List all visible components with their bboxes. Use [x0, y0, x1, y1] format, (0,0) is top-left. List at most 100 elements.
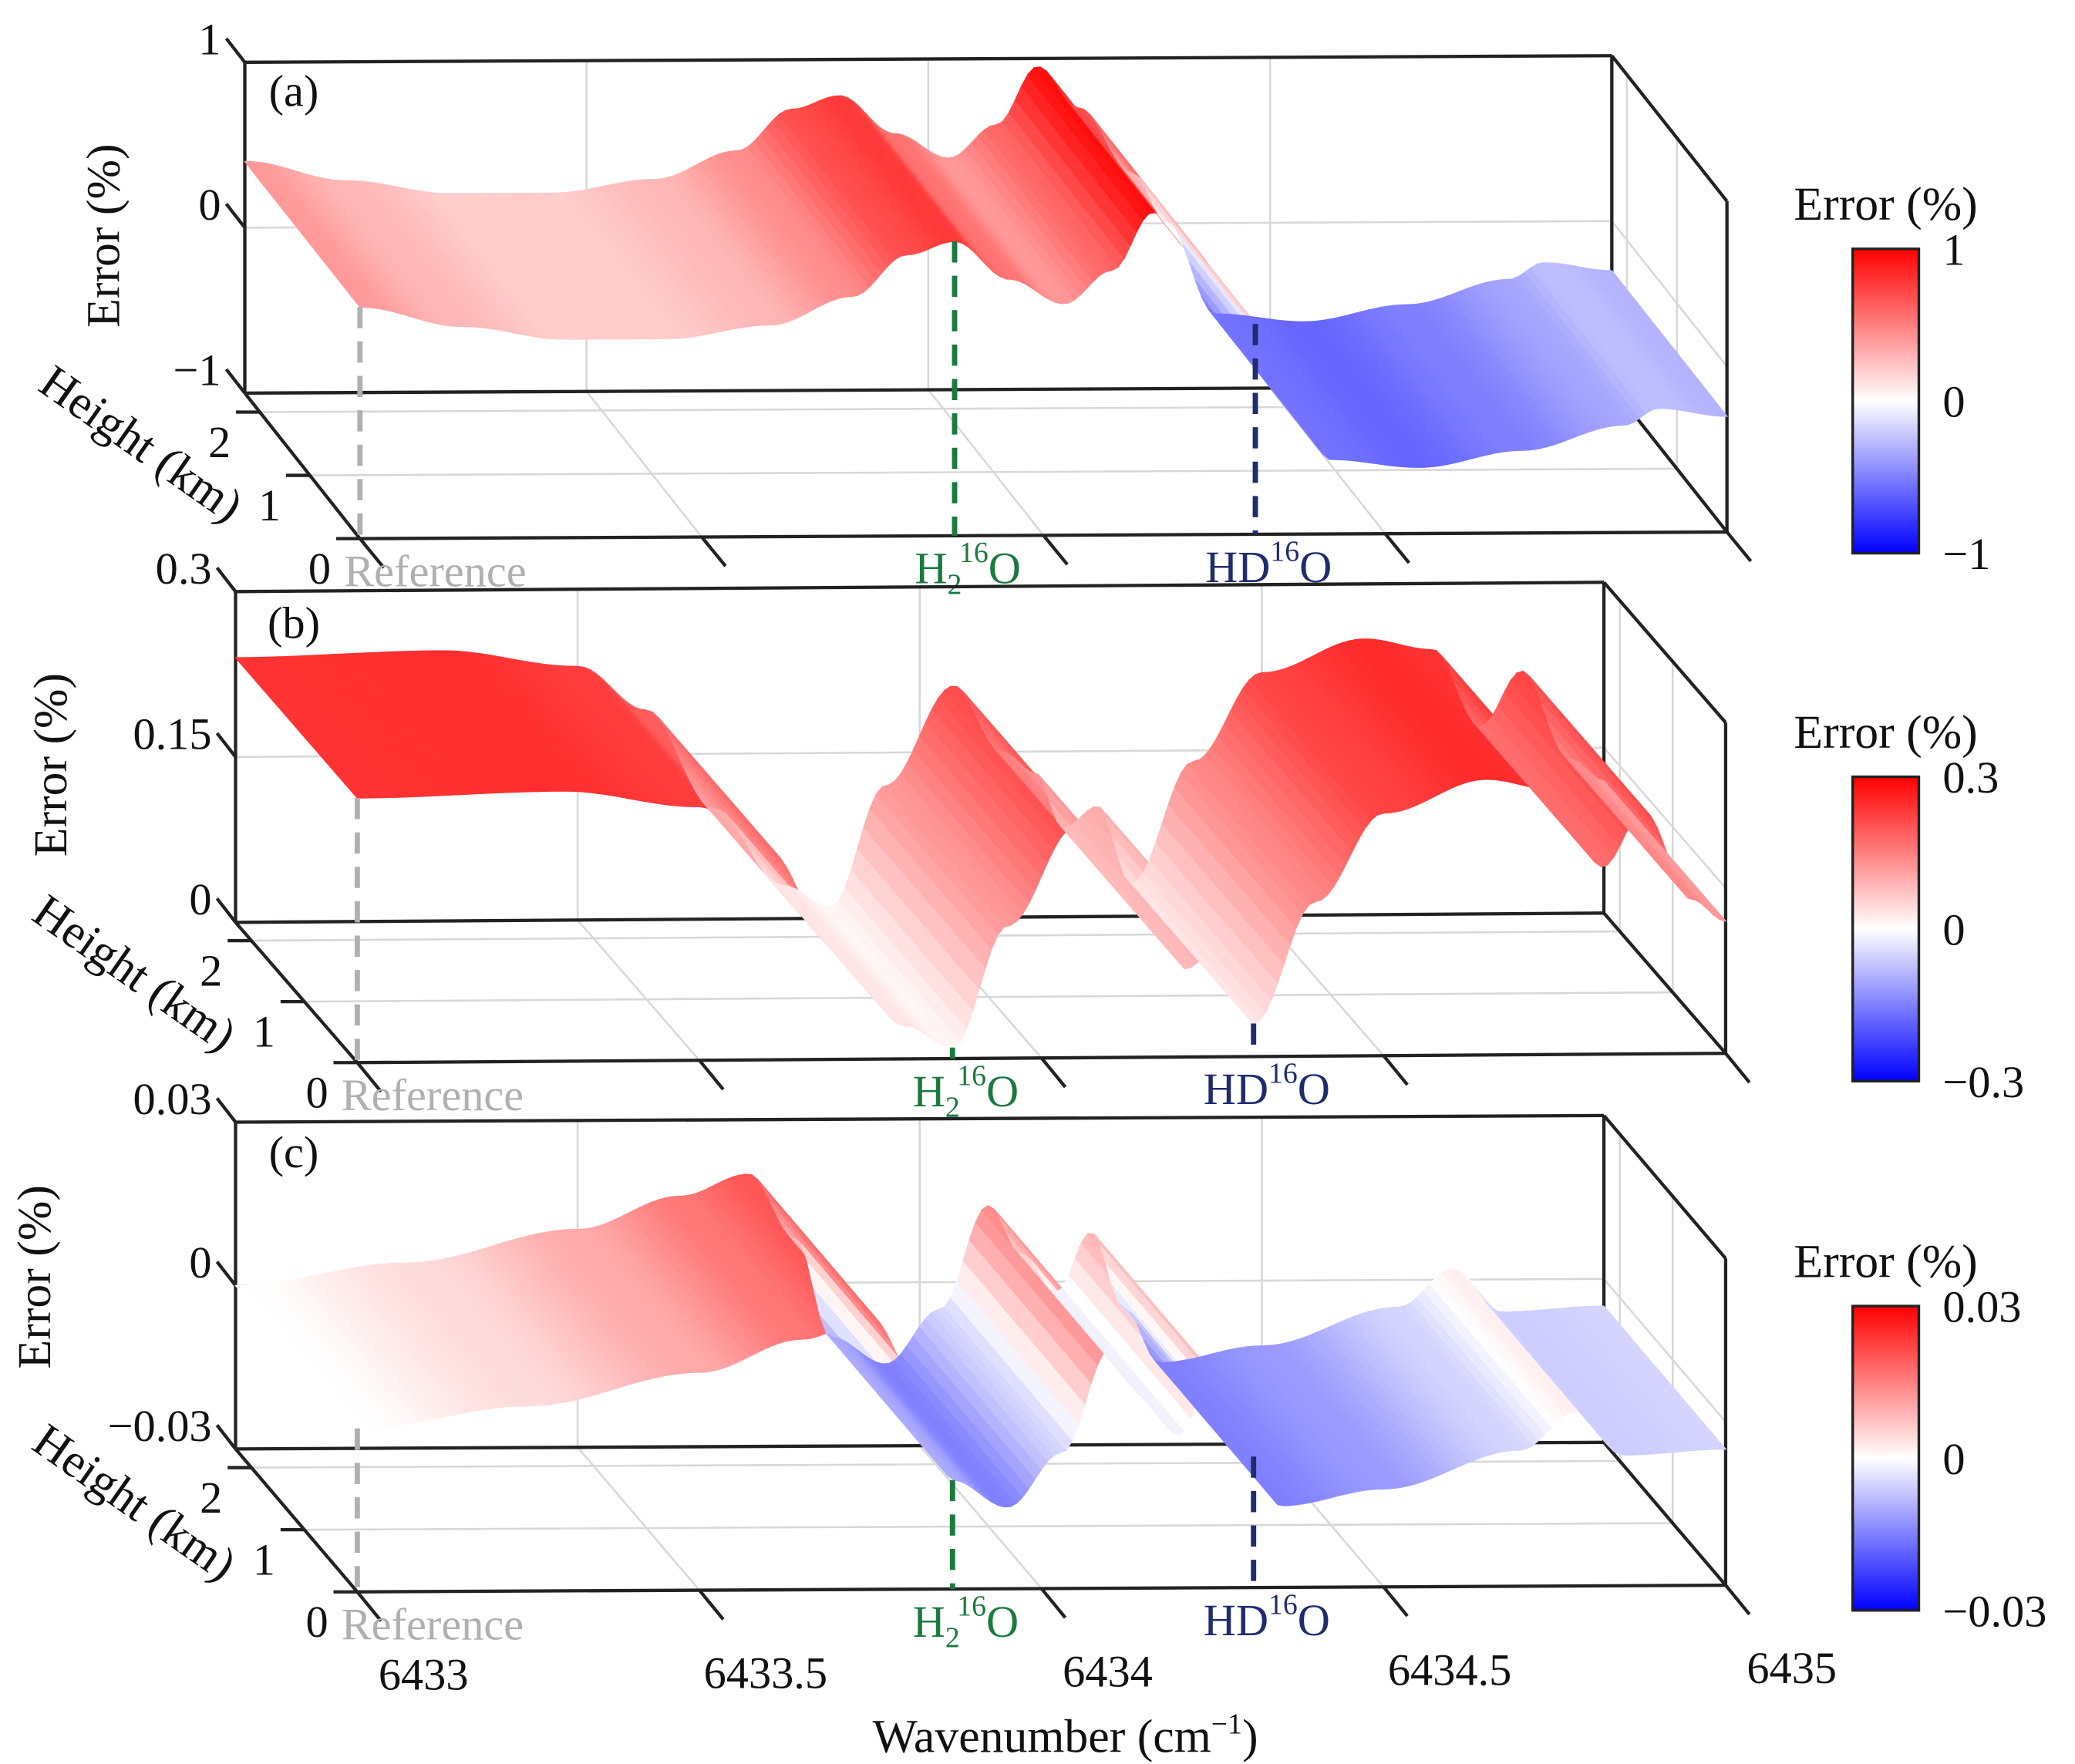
x-tick-mark: [698, 1589, 725, 1621]
colorbar-tick-label: 0: [1942, 905, 1965, 955]
surface-strip: [1596, 1305, 1727, 1450]
marker-label-tail: O: [1298, 1595, 1330, 1645]
z-axis-title: Error (%): [8, 1185, 61, 1368]
colorbar: [1851, 775, 1921, 1083]
colorbar-tick-label: 0: [1942, 1434, 1965, 1484]
marker-label-tail: O: [986, 1597, 1019, 1647]
floor-gridline: [585, 390, 703, 538]
surface: [244, 66, 1729, 468]
x-tick-mark: [1724, 1584, 1751, 1616]
z-tick-label: 0.03: [133, 1074, 211, 1124]
marker-label-sup: 16: [1268, 1058, 1298, 1090]
marker-label: H216O: [913, 1590, 1019, 1654]
marker-label-base: Reference: [342, 1070, 524, 1120]
colorbar-tick-label: −1: [1942, 529, 1990, 579]
colorbar-tick-label: 1: [1942, 224, 1965, 274]
x-tick-mark: [355, 1061, 382, 1093]
floor-gridline: [577, 919, 700, 1062]
floor-gridline: [1269, 387, 1386, 535]
z-tick-mark: [215, 732, 237, 759]
box-edge: [1610, 54, 1729, 203]
z-tick-label: −1: [173, 345, 221, 396]
marker-label-tail: O: [986, 1066, 1019, 1116]
panel-label: (a): [269, 66, 319, 116]
height-tick-label: 2: [208, 417, 231, 467]
marker-label: Reference: [344, 546, 526, 596]
z-tick-label: 1: [198, 15, 221, 65]
floor-gridline: [918, 1445, 1043, 1590]
wavenumber-axis-line: [357, 1052, 1726, 1065]
z-tick-mark: [224, 37, 247, 64]
x-tick-label: 6433.5: [704, 1648, 827, 1698]
marker-label-sup: 16: [957, 1590, 986, 1622]
side-wall-gridline: [1603, 1278, 1726, 1423]
floor-gridline: [309, 467, 1677, 476]
marker-label-sup: 16: [959, 537, 989, 569]
colorbar: [1851, 1304, 1921, 1612]
z-tick-label: 0: [198, 180, 221, 230]
marker-label: HD16O: [1204, 1588, 1330, 1644]
colorbar-tick-label: −0.03: [1942, 1586, 2046, 1636]
colorbar-tick-label: 0.03: [1942, 1282, 2021, 1332]
x-tick-mark: [1039, 1056, 1067, 1089]
z-tick-mark: [215, 1261, 237, 1287]
colorbar: [1851, 247, 1921, 555]
marker-label-sub: 2: [945, 1622, 960, 1655]
marker-label: HD16O: [1204, 1058, 1330, 1114]
marker-label-sub: 2: [945, 1092, 960, 1124]
marker-label-sub: 2: [948, 568, 962, 601]
z-tick-mark: [224, 368, 247, 395]
z-axis-title: Error (%): [77, 143, 130, 327]
marker-label-base: HD: [1204, 1064, 1268, 1114]
side-wall-gridline: [1603, 746, 1726, 889]
colorbar-title: Error (%): [1794, 1235, 1977, 1288]
height-tick-label: 2: [200, 945, 222, 995]
x-tick-mark: [1382, 1585, 1409, 1618]
z-tick-label: 0.3: [156, 544, 212, 594]
surface-strip: [670, 738, 800, 894]
z-tick-mark: [215, 567, 237, 593]
height-axis-line: [234, 921, 359, 1064]
colorbar-tick-label: −0.3: [1942, 1057, 2024, 1107]
box-edge: [1602, 911, 1727, 1055]
colorbar-tick-label: 0.3: [1942, 752, 1999, 803]
surface-strip: [1595, 778, 1727, 922]
height-axis-line: [234, 1448, 359, 1594]
surface: [234, 1173, 1727, 1508]
floor-gridline: [304, 991, 1673, 1003]
marker-label: Reference: [342, 1600, 524, 1650]
z-tick-mark: [215, 897, 237, 924]
x-tick-label: 6435: [1747, 1643, 1837, 1693]
marker-label-base: H: [913, 1597, 945, 1647]
x-tick-mark: [359, 537, 386, 569]
x-tick-label: 6433: [379, 1650, 469, 1700]
box-edge: [235, 1113, 1605, 1124]
marker-label-base: H: [915, 544, 947, 594]
panel-label: (c): [269, 1127, 319, 1177]
z-axis-title: Error (%): [25, 673, 77, 857]
height-tick-label: 1: [253, 1535, 275, 1585]
height-tick-label: 0: [305, 1597, 328, 1647]
box-edge: [1602, 1441, 1727, 1587]
x-tick-mark: [1724, 1052, 1751, 1084]
x-tick-mark: [698, 1059, 725, 1091]
z-tick-label: −0.03: [108, 1401, 212, 1451]
marker-label-base: HD: [1204, 1595, 1268, 1645]
height-axis-line: [243, 392, 362, 540]
marker-label-base: Reference: [342, 1600, 524, 1650]
floor-gridline: [304, 1522, 1673, 1531]
marker-label-base: H: [913, 1066, 945, 1116]
box-edge: [1602, 581, 1727, 724]
marker-label: H216O: [913, 1059, 1019, 1123]
height-tick-label: 1: [258, 480, 281, 530]
x-tick-mark: [1382, 1054, 1409, 1086]
x-tick-label: 6434: [1063, 1646, 1153, 1696]
x-axis-label-sup: −1: [1211, 1708, 1242, 1740]
marker-label-base: Reference: [344, 546, 526, 596]
box-edge: [235, 581, 1605, 594]
x-tick-mark: [1042, 534, 1069, 566]
